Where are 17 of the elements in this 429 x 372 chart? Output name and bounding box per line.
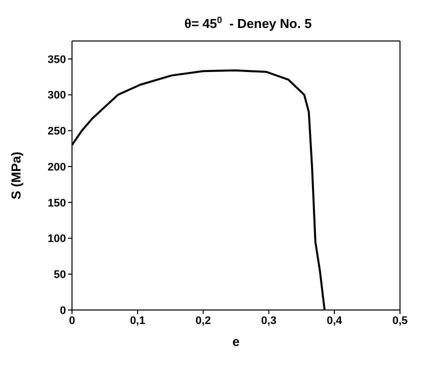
x-tick-label: 0,2 xyxy=(196,314,211,327)
x-tick-label: 0,1 xyxy=(130,314,146,327)
x-tick-label: 0,4 xyxy=(326,314,343,327)
chart-title: θ= 45$^{0}$ - Deney No. 5 xyxy=(184,15,312,31)
x-tick-label: 0 xyxy=(68,314,76,327)
y-tick-label: 350 xyxy=(48,54,66,66)
x-tick-label: 0,3 xyxy=(261,314,276,327)
y-tick-label: 100 xyxy=(48,233,66,246)
y-tick-label: 50 xyxy=(54,269,66,282)
y-tick-label: 200 xyxy=(48,161,66,174)
y-axis-title: S (MPa) xyxy=(8,152,24,200)
y-tick-label: 300 xyxy=(48,90,66,102)
x-tick-label: 0,5 xyxy=(392,314,408,327)
y-tick-label: 250 xyxy=(48,126,66,138)
x-axis-title: e xyxy=(232,334,240,349)
y-tick-label: 150 xyxy=(48,197,66,210)
y-tick-label: 0 xyxy=(60,304,66,317)
